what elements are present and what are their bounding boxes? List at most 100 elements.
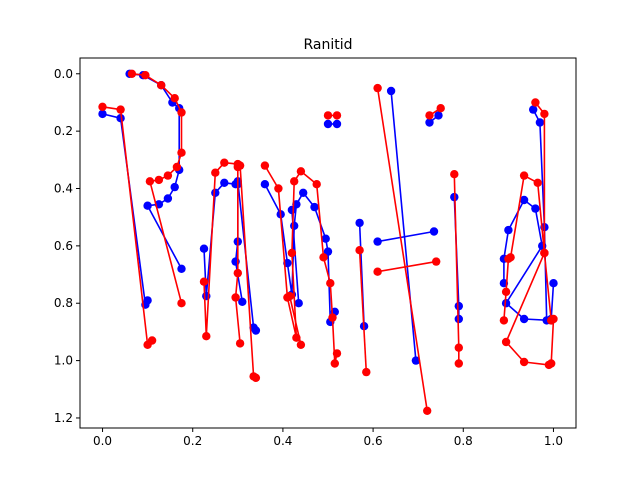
data-point bbox=[544, 360, 554, 370]
data-point bbox=[549, 314, 558, 324]
data-point bbox=[436, 104, 445, 113]
x-tick-label: 1.0 bbox=[544, 434, 563, 448]
data-point bbox=[238, 297, 247, 306]
x-axis: 0.0 0.2 0.4 0.6 0.8 1.0 bbox=[93, 428, 563, 448]
data-point bbox=[332, 111, 342, 120]
y-tick-label: 0.6 bbox=[54, 239, 73, 253]
data-point bbox=[355, 218, 364, 228]
series-line bbox=[376, 87, 428, 411]
data-point bbox=[260, 180, 270, 189]
data-point bbox=[549, 279, 558, 288]
y-tick-label: 0.8 bbox=[54, 296, 73, 310]
data-point bbox=[432, 257, 441, 266]
axes-frame bbox=[79, 57, 577, 429]
series-line bbox=[358, 250, 368, 373]
data-point bbox=[411, 356, 421, 365]
data-point bbox=[540, 248, 549, 258]
y-tick-label: 1.2 bbox=[54, 411, 73, 425]
data-point bbox=[251, 326, 261, 335]
data-point bbox=[287, 248, 297, 258]
data-point bbox=[499, 316, 509, 325]
data-point bbox=[323, 119, 333, 129]
data-point bbox=[519, 195, 529, 205]
data-point bbox=[116, 114, 125, 123]
data-point bbox=[355, 246, 364, 255]
data-point bbox=[220, 158, 229, 167]
data-point bbox=[531, 98, 540, 107]
data-point bbox=[332, 119, 342, 129]
data-point bbox=[233, 268, 242, 278]
data-point bbox=[235, 339, 245, 348]
data-point bbox=[504, 225, 513, 235]
data-point bbox=[141, 71, 150, 80]
data-point bbox=[202, 332, 211, 341]
data-point bbox=[157, 81, 166, 90]
data-point bbox=[290, 177, 299, 186]
series-line bbox=[503, 174, 549, 366]
data-point bbox=[386, 86, 396, 96]
data-point bbox=[423, 406, 432, 415]
data-point bbox=[211, 168, 220, 177]
data-point bbox=[519, 314, 529, 324]
data-point bbox=[328, 313, 337, 322]
data-point bbox=[450, 170, 459, 179]
data-point bbox=[170, 182, 179, 192]
data-point bbox=[260, 161, 270, 170]
data-point bbox=[172, 162, 182, 172]
data-point bbox=[199, 277, 209, 286]
data-point bbox=[319, 253, 328, 262]
x-tick-label: 0.8 bbox=[454, 434, 473, 448]
data-point bbox=[310, 202, 319, 212]
data-point bbox=[540, 109, 549, 119]
data-point bbox=[321, 234, 330, 243]
y-tick-label: 1.0 bbox=[54, 354, 73, 368]
series-line bbox=[390, 90, 417, 361]
data-point bbox=[454, 301, 463, 311]
data-point bbox=[163, 171, 173, 180]
y-tick-label: 0.2 bbox=[54, 124, 73, 138]
series-red bbox=[98, 69, 558, 415]
chart-title: Ranitid bbox=[303, 37, 352, 53]
y-axis: 0.0 0.2 0.4 0.6 0.8 1.0 1.2 bbox=[54, 67, 80, 425]
data-point bbox=[323, 247, 333, 256]
data-point bbox=[296, 340, 306, 349]
data-point bbox=[434, 111, 443, 120]
data-point bbox=[145, 177, 155, 186]
data-point bbox=[425, 111, 434, 120]
data-point bbox=[143, 296, 152, 305]
data-point bbox=[211, 188, 220, 197]
data-point bbox=[454, 343, 463, 352]
data-point bbox=[529, 105, 538, 114]
data-point bbox=[323, 111, 333, 120]
data-point bbox=[235, 161, 245, 170]
data-point bbox=[177, 108, 186, 117]
series-line bbox=[288, 295, 302, 345]
data-point bbox=[199, 244, 209, 253]
series-line bbox=[377, 260, 437, 273]
data-point bbox=[533, 178, 542, 187]
x-tick-label: 0.6 bbox=[364, 434, 383, 448]
data-point bbox=[220, 178, 229, 187]
data-point bbox=[501, 337, 511, 347]
data-point bbox=[294, 299, 303, 308]
x-tick-label: 0.0 bbox=[93, 434, 112, 448]
data-point bbox=[373, 237, 382, 246]
data-point bbox=[299, 188, 308, 197]
series-line bbox=[264, 183, 336, 323]
plot-area bbox=[98, 69, 558, 415]
data-point bbox=[332, 349, 342, 358]
data-point bbox=[98, 109, 107, 119]
data-point bbox=[177, 299, 186, 308]
data-point bbox=[312, 180, 321, 189]
data-point bbox=[231, 293, 240, 302]
data-point bbox=[116, 105, 125, 114]
data-point bbox=[274, 184, 283, 193]
data-point bbox=[98, 102, 107, 112]
y-tick-label: 0.0 bbox=[54, 67, 73, 81]
data-point bbox=[531, 204, 540, 213]
data-point bbox=[170, 94, 179, 103]
data-point bbox=[519, 171, 529, 180]
data-point bbox=[290, 221, 299, 230]
